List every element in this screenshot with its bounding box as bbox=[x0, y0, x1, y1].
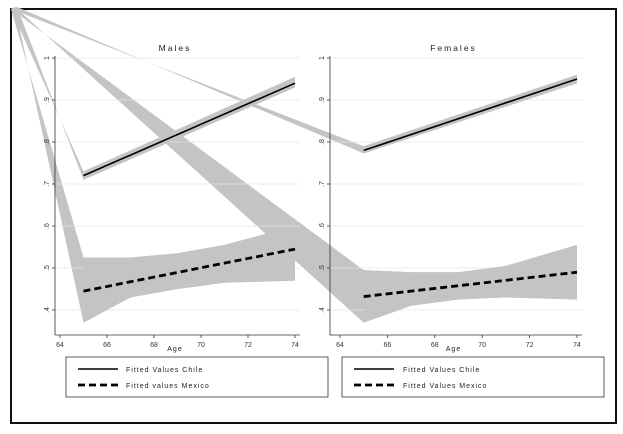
ci-band-females-1 bbox=[363, 244, 577, 323]
y-tick-label-males-2: .6 bbox=[44, 223, 51, 229]
legend-label-chile: Fitted Values Chile bbox=[126, 367, 203, 374]
x-tick-label-males-0: 64 bbox=[56, 342, 64, 349]
x-tick-label-males-2: 68 bbox=[150, 342, 158, 349]
x-axis-title-females: Age bbox=[446, 346, 461, 353]
panel-title-females: Females bbox=[430, 43, 477, 53]
y-tick-label-males-6: 1 bbox=[44, 56, 51, 60]
y-tick-label-females-2: .6 bbox=[319, 223, 326, 229]
legend-label-mexico: Fitted Values Mexico bbox=[403, 383, 487, 390]
y-tick-label-males-5: .9 bbox=[44, 97, 51, 103]
y-tick-label-females-6: 1 bbox=[319, 56, 326, 60]
x-tick-label-females-3: 70 bbox=[478, 342, 486, 349]
x-tick-label-females-1: 66 bbox=[384, 342, 392, 349]
y-tick-label-females-3: .7 bbox=[319, 181, 326, 187]
y-tick-label-males-4: .8 bbox=[44, 139, 51, 145]
series-line-females-chile bbox=[363, 78, 578, 152]
x-tick-label-females-0: 64 bbox=[336, 342, 344, 349]
y-tick-label-females-0: .4 bbox=[319, 307, 326, 313]
series-line-males-chile bbox=[83, 82, 296, 177]
series-line-females-mexico bbox=[363, 270, 578, 298]
y-tick-label-males-0: .4 bbox=[44, 307, 51, 313]
legend-box bbox=[341, 356, 605, 398]
legend-label-chile: Fitted Values Chile bbox=[403, 367, 480, 374]
y-tick-label-males-3: .7 bbox=[44, 181, 51, 187]
y-tick-label-females-4: .8 bbox=[319, 139, 326, 145]
y-tick-label-females-1: .5 bbox=[319, 265, 326, 271]
panel-title-males: Males bbox=[159, 43, 192, 53]
panel-males: Males Age .4 .5 .6 .7 .8 .9 1 64 66 68 70 72 74 bbox=[44, 43, 300, 353]
panel-females: Females Age .4 .5 .6 .7 .8 .9 1 64 66 68 70 72 74 bbox=[319, 43, 582, 353]
series-line-males-mexico bbox=[83, 247, 296, 293]
outer-frame bbox=[10, 8, 617, 424]
x-tick-label-females-5: 74 bbox=[573, 342, 581, 349]
y-tick-label-males-1: .5 bbox=[44, 265, 51, 271]
x-tick-label-males-4: 72 bbox=[244, 342, 252, 349]
x-tick-label-males-1: 66 bbox=[103, 342, 111, 349]
x-tick-label-males-3: 70 bbox=[197, 342, 205, 349]
x-tick-label-females-4: 72 bbox=[526, 342, 534, 349]
legend-left: Fitted Values Chile Fitted values Mexico bbox=[65, 356, 329, 398]
ci-band-males-1 bbox=[83, 226, 295, 323]
x-tick-label-males-5: 74 bbox=[291, 342, 299, 349]
legend-right: Fitted Values Chile Fitted Values Mexico bbox=[341, 356, 605, 398]
legend-box bbox=[65, 356, 329, 398]
x-tick-label-females-2: 68 bbox=[431, 342, 439, 349]
x-axis-title-males: Age bbox=[167, 346, 182, 353]
y-tick-label-females-5: .9 bbox=[319, 97, 326, 103]
legend-label-mexico: Fitted values Mexico bbox=[126, 383, 210, 390]
ci-band-males-0 bbox=[83, 76, 295, 180]
